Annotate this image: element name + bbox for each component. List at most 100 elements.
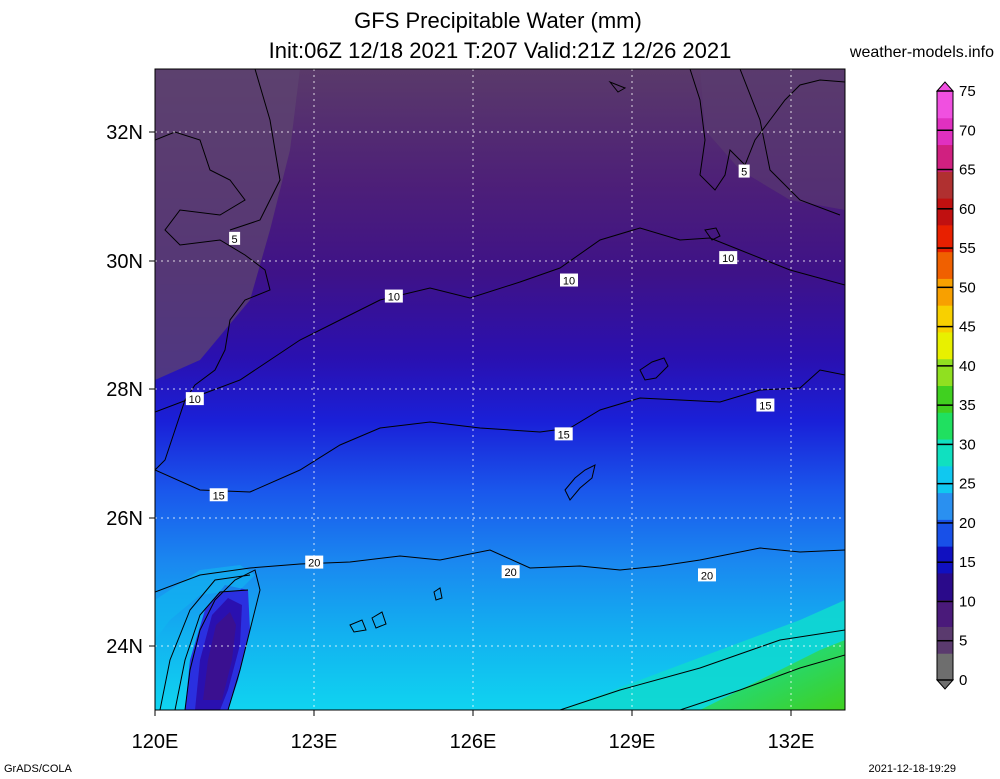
colorbar-swatch: [937, 546, 953, 574]
contour-5-east: [739, 69, 841, 216]
contour-label: 10: [388, 292, 400, 304]
footer-left: GrADS/COLA: [4, 763, 72, 775]
contour-label-bg: [698, 568, 716, 582]
colorbar-swatch: [937, 572, 953, 601]
site-label: weather-models.info: [849, 44, 994, 61]
island-okinawa: [564, 464, 596, 501]
colorbar-label: 35: [959, 397, 976, 414]
ylabel-24n: 24N: [106, 636, 143, 658]
ylabel-32n: 32N: [106, 122, 143, 144]
contour-label-bg: [209, 488, 228, 502]
colorbar-label: 15: [959, 554, 976, 571]
colorbar-label: 30: [959, 436, 976, 453]
island-amami: [639, 357, 669, 381]
colorbar-swatch: [937, 144, 953, 172]
map-title: GFS Precipitable Water (mm): [354, 8, 642, 33]
contours: [155, 69, 845, 710]
contour-20: [155, 547, 845, 593]
contour-25: [559, 629, 845, 710]
contour-taiwan-outer: [159, 574, 251, 710]
colorbar-label: 10: [959, 593, 976, 610]
footer-right: 2021-12-18-19:29: [868, 763, 956, 775]
island-yakushima: [704, 227, 721, 241]
contour-label-bg: [185, 392, 204, 406]
colorbar-label: 60: [959, 201, 976, 218]
colorbar-label: 0: [959, 672, 967, 689]
y-axis-labels: 32N 30N 28N 26N 24N: [106, 122, 143, 658]
contour-label-bg: [384, 289, 403, 303]
contour-label-bg: [738, 164, 750, 178]
colorbar-swatch: [937, 224, 953, 253]
ylabel-30n: 30N: [106, 251, 143, 273]
colorbar-swatch: [937, 358, 953, 386]
contour-label-bg: [560, 273, 578, 287]
colorbar-label: 40: [959, 358, 976, 375]
contour-10: [155, 227, 845, 413]
contour-30: [679, 654, 845, 710]
contour-label: 20: [701, 570, 713, 582]
colorbar-swatch: [937, 385, 953, 413]
colorbar-label: 55: [959, 240, 976, 257]
colorbar-swatch: [937, 305, 953, 333]
xlabel-126e: 126E: [450, 731, 497, 753]
xlabel-132e: 132E: [768, 731, 815, 753]
green-region-se: [700, 640, 845, 710]
gridlines: [155, 69, 845, 710]
colorbar-swatch: [937, 492, 953, 520]
xlabel-129e: 129E: [609, 731, 656, 753]
colorbar-swatch: [937, 278, 953, 306]
island-small: [433, 587, 443, 601]
contour-label: 15: [759, 401, 771, 413]
colorbar-swatch: [937, 251, 953, 279]
contour-label-bg: [305, 555, 324, 569]
contour-label: 15: [213, 490, 225, 502]
colorbar-swatch: [937, 412, 953, 440]
moist-strip: [155, 565, 255, 640]
colorbar-label: 25: [959, 476, 976, 493]
taiwan-core: [203, 612, 236, 700]
coastline-taiwan: [184, 569, 261, 710]
coastlines: [155, 69, 845, 710]
colorbar-swatch: [937, 198, 953, 226]
dry-region-west: [155, 69, 300, 380]
contour-labels: 5 5 10 10 10 10 15 15 15 20 20 20: [185, 164, 775, 582]
contour-label: 15: [558, 429, 570, 441]
x-axis-labels: 120E 123E 126E 129E 132E: [132, 731, 815, 753]
contour-label: 10: [563, 276, 575, 288]
ylabel-26n: 26N: [106, 508, 143, 530]
contour-label: 5: [232, 234, 238, 246]
contour-label: 5: [741, 167, 747, 179]
colorbar-label: 75: [959, 83, 976, 100]
colorbar-swatch: [937, 465, 953, 494]
colorbar: 0 5 10 15 20 25 30 35 40 45 50 55 60 65 70 75: [935, 81, 976, 690]
coastline-kyushu: [689, 69, 845, 191]
contour-label: 20: [308, 558, 320, 570]
colorbar-label: 45: [959, 319, 976, 336]
contour-label: 10: [722, 253, 734, 265]
colorbar-swatch: [937, 91, 953, 119]
contour-label: 20: [504, 567, 516, 579]
map-subtitle: Init:06Z 12/18 2021 T:207 Valid:21Z 12/2…: [268, 38, 732, 63]
coastline-china: [155, 131, 271, 471]
colorbar-label: 70: [959, 122, 976, 139]
colorbar-swatch: [937, 117, 953, 146]
colorbar-swatch: [937, 599, 953, 627]
colorbar-label: 65: [959, 162, 976, 179]
colorbar-swatch: [937, 519, 953, 547]
contour-label-bg: [229, 231, 241, 245]
colorbar-label: 20: [959, 515, 976, 532]
axis-ticks: [149, 131, 792, 716]
contour-label-bg: [501, 565, 520, 579]
colorbar-min-arrow: [935, 679, 955, 690]
contour-label: 10: [189, 394, 201, 406]
ylabel-28n: 28N: [106, 379, 143, 401]
xlabel-120e: 120E: [132, 731, 179, 753]
colorbar-swatch: [937, 653, 953, 681]
contour-label-bg: [554, 427, 573, 441]
island-ishigaki: [349, 619, 367, 633]
contour-label-bg: [719, 251, 738, 265]
colorbar-swatch: [937, 171, 953, 199]
island-north: [608, 80, 627, 93]
colorbar-label: 50: [959, 279, 976, 296]
colorbar-swatch: [937, 331, 953, 360]
